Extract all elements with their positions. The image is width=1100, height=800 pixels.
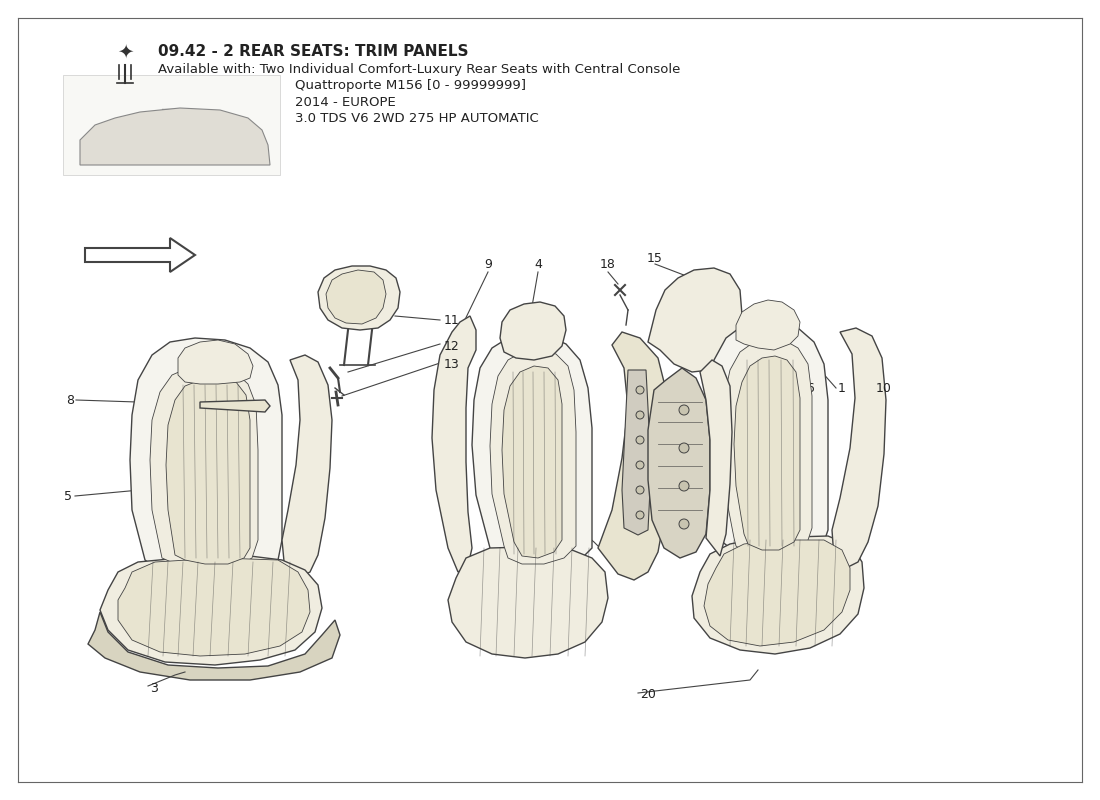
Circle shape	[636, 386, 644, 394]
Polygon shape	[63, 75, 280, 175]
Circle shape	[636, 411, 644, 419]
Polygon shape	[318, 266, 400, 330]
Circle shape	[636, 461, 644, 469]
Polygon shape	[88, 612, 340, 680]
Circle shape	[636, 436, 644, 444]
Text: 12: 12	[444, 339, 460, 353]
Polygon shape	[706, 322, 828, 566]
Text: Available with: Two Individual Comfort-Luxury Rear Seats with Central Console: Available with: Two Individual Comfort-L…	[158, 63, 681, 77]
Text: 3: 3	[150, 682, 158, 694]
Polygon shape	[692, 536, 864, 654]
Polygon shape	[502, 366, 562, 558]
Polygon shape	[734, 356, 800, 550]
Polygon shape	[472, 334, 592, 574]
Polygon shape	[282, 355, 332, 578]
Polygon shape	[490, 350, 576, 564]
Text: 14: 14	[739, 382, 755, 394]
Text: 17: 17	[558, 522, 574, 534]
Text: 7: 7	[210, 615, 218, 629]
Polygon shape	[85, 238, 195, 272]
Polygon shape	[648, 368, 710, 558]
Polygon shape	[100, 556, 322, 665]
Text: 4: 4	[535, 258, 542, 271]
Polygon shape	[736, 300, 800, 350]
Text: 5: 5	[64, 490, 72, 502]
Polygon shape	[166, 378, 250, 564]
Polygon shape	[130, 338, 282, 580]
Polygon shape	[704, 540, 850, 646]
Text: 8: 8	[66, 394, 74, 406]
Text: 20: 20	[640, 689, 656, 702]
Polygon shape	[832, 328, 886, 568]
Polygon shape	[700, 360, 732, 556]
Polygon shape	[598, 332, 670, 580]
Text: 16: 16	[800, 382, 816, 394]
Circle shape	[636, 511, 644, 519]
Circle shape	[679, 481, 689, 491]
Text: ✦: ✦	[117, 42, 133, 62]
Circle shape	[636, 486, 644, 494]
Polygon shape	[648, 268, 742, 372]
Circle shape	[679, 443, 689, 453]
Polygon shape	[621, 370, 650, 535]
Polygon shape	[448, 546, 608, 658]
Text: 6: 6	[638, 522, 646, 534]
Polygon shape	[150, 366, 258, 570]
Polygon shape	[500, 302, 566, 360]
Text: 2014 - EUROPE: 2014 - EUROPE	[295, 95, 396, 109]
Polygon shape	[326, 270, 386, 324]
Text: 18: 18	[601, 258, 616, 271]
Text: 10: 10	[876, 382, 892, 394]
Circle shape	[679, 519, 689, 529]
Polygon shape	[200, 400, 270, 412]
Text: 11: 11	[444, 314, 460, 326]
Polygon shape	[178, 340, 253, 384]
Text: 9: 9	[484, 258, 492, 271]
Text: 3.0 TDS V6 2WD 275 HP AUTOMATIC: 3.0 TDS V6 2WD 275 HP AUTOMATIC	[295, 111, 539, 125]
Polygon shape	[80, 108, 270, 165]
Text: 2: 2	[248, 571, 256, 585]
Text: 13: 13	[444, 358, 460, 371]
Text: 09.42 - 2 REAR SEATS: TRIM PANELS: 09.42 - 2 REAR SEATS: TRIM PANELS	[158, 45, 469, 59]
Polygon shape	[118, 558, 310, 656]
Text: Quattroporte M156 [0 - 99999999]: Quattroporte M156 [0 - 99999999]	[295, 79, 526, 93]
Text: 15: 15	[647, 251, 663, 265]
Text: 🚗: 🚗	[160, 106, 183, 144]
Text: 1: 1	[838, 382, 846, 394]
Polygon shape	[432, 316, 476, 572]
Circle shape	[679, 405, 689, 415]
Polygon shape	[722, 338, 812, 560]
